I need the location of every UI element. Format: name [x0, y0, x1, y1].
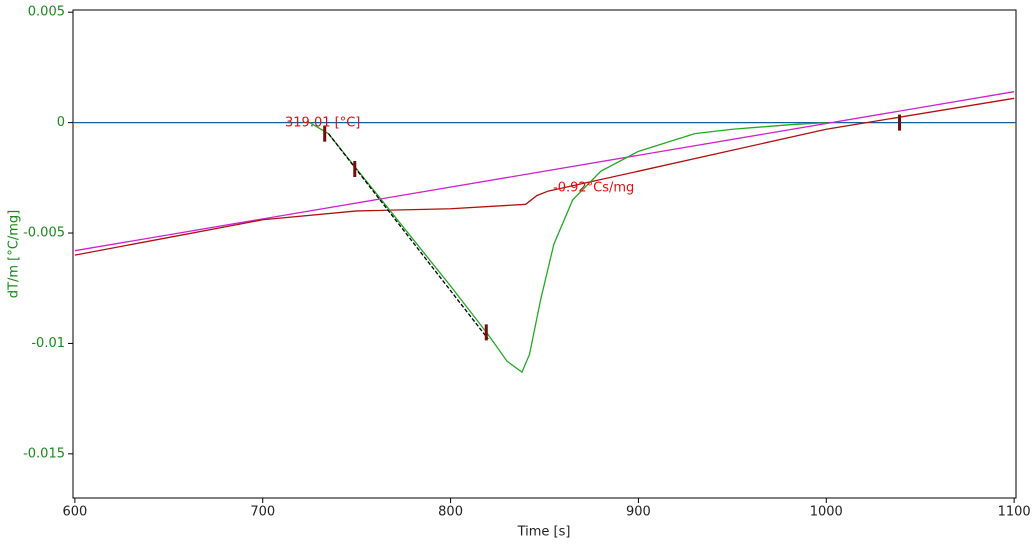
x-tick-label: 700 — [250, 505, 275, 520]
series-line — [74, 97, 1015, 256]
x-tick-label: 600 — [62, 505, 87, 520]
plot-frame — [72, 9, 1017, 499]
y-tick-label: -0.01 — [31, 336, 65, 351]
y-tick-label: 0.005 — [28, 5, 65, 20]
x-tick-label: 1000 — [810, 505, 843, 520]
annotation: 319.01 [°C] — [285, 116, 360, 131]
x-axis-label: Time [s] — [517, 525, 571, 540]
x-tick-label: 900 — [626, 505, 651, 520]
annotation: -0.92°Cs/mg — [553, 181, 634, 196]
series-line — [74, 91, 1015, 252]
y-axis-label: dT/m [°C/mg] — [7, 210, 22, 298]
x-tick-label: 1100 — [998, 505, 1031, 520]
y-tick-label: -0.015 — [23, 446, 65, 461]
x-tick-label: 800 — [438, 505, 463, 520]
series-line — [309, 121, 827, 374]
y-tick-label: -0.005 — [23, 226, 65, 241]
series-line — [327, 133, 489, 340]
y-tick-label: 0 — [57, 115, 65, 130]
